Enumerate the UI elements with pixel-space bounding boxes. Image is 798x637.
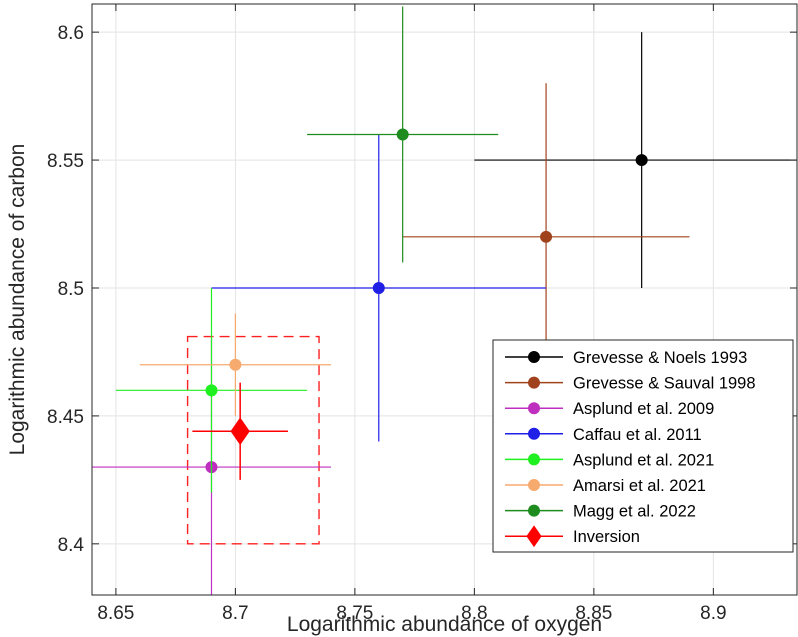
circle-marker (229, 358, 242, 371)
data-series (92, 6, 797, 595)
series-point (139, 313, 331, 416)
x-tick-label: 8.85 (575, 603, 612, 624)
y-tick-label: 8.6 (58, 23, 84, 44)
x-tick-label: 8.9 (700, 603, 726, 624)
y-tick-label: 8.5 (58, 279, 84, 300)
series-point (115, 287, 308, 493)
circle-marker (372, 281, 385, 294)
legend-circle-icon (528, 376, 540, 389)
circle-marker (205, 384, 218, 397)
legend-entry: Magg et al. 2022 (505, 503, 696, 521)
legend-label: Inversion (573, 528, 640, 546)
legend-label: Asplund et al. 2021 (573, 451, 714, 469)
legend-circle-icon (528, 402, 540, 415)
diamond-marker (230, 417, 250, 446)
legend-diamond-icon (526, 525, 542, 548)
axis-ticks: 8.65 8.7 8.75 8.8 8.85 8.9 8.4 8.45 8.5 8.55 8.6 (47, 4, 797, 624)
x-tick-label: 8.75 (336, 603, 373, 624)
legend-label: Asplund et al. 2009 (573, 400, 714, 418)
legend-circle-icon (528, 479, 540, 491)
inversion-box (186, 335, 320, 545)
legend-label: Grevesse & Sauval 1998 (573, 375, 756, 393)
plot-frame (91, 3, 798, 596)
series-point (307, 6, 499, 263)
legend-label: Magg et al. 2022 (573, 503, 696, 521)
legend-entry: Grevesse & Noels 1993 (505, 349, 747, 367)
series-point (211, 134, 547, 442)
x-tick-label: 8.65 (97, 603, 134, 624)
legend-circle-icon (528, 427, 540, 440)
series-point (474, 32, 797, 288)
legend-entry: Amarsi et al. 2021 (505, 477, 706, 495)
y-axis-title: Logarithmic abundance of carbon (6, 144, 29, 456)
legend-label: Grevesse & Noels 1993 (573, 349, 747, 367)
legend: Grevesse & Noels 1993 Grevesse & Sauval 1… (492, 339, 794, 553)
legend-entry: Asplund et al. 2009 (505, 400, 714, 418)
y-tick-label: 8.55 (47, 151, 84, 172)
legend-label: Caffau et al. 2011 (573, 426, 702, 444)
y-tick-label: 8.45 (47, 407, 84, 428)
legend-circle-icon (528, 351, 540, 363)
series-point (402, 83, 690, 391)
circle-marker (540, 230, 553, 243)
legend-box (492, 339, 794, 553)
legend-label: Amarsi et al. 2021 (573, 477, 706, 495)
legend-entry: Caffau et al. 2011 (505, 426, 702, 444)
legend-circle-icon (528, 453, 540, 466)
x-axis-title: Logarithmic abundance of oxygen (287, 613, 602, 636)
series-point (192, 382, 288, 480)
x-tick-label: 8.7 (222, 603, 248, 624)
legend-entry: Grevesse & Sauval 1998 (505, 375, 756, 393)
x-tick-label: 8.8 (461, 603, 487, 624)
legend-entry: Asplund et al. 2021 (505, 451, 714, 469)
circle-marker (635, 154, 648, 167)
inversion-box-outline (186, 335, 320, 545)
legend-entry: Inversion (505, 525, 640, 548)
circle-marker (396, 128, 409, 141)
legend-circle-icon (528, 504, 540, 517)
y-tick-label: 8.4 (58, 535, 85, 556)
